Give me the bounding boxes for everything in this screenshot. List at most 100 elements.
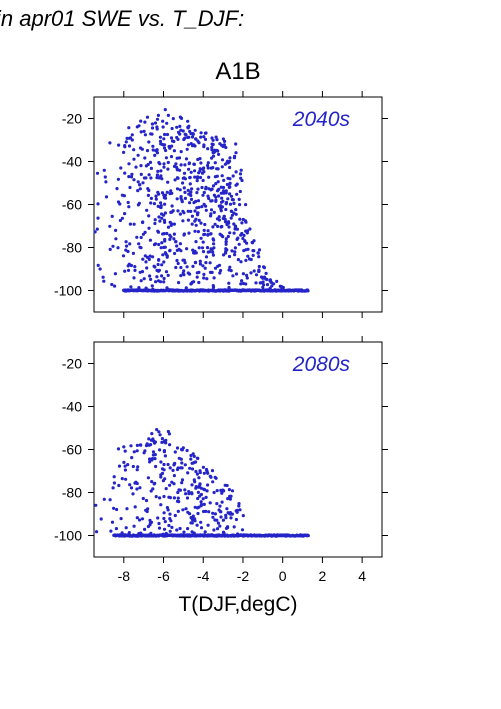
data-point [228, 202, 233, 206]
data-point [215, 502, 219, 506]
data-point [209, 199, 213, 203]
data-point [160, 437, 164, 441]
data-point [123, 468, 127, 472]
data-point [141, 496, 145, 501]
data-point [185, 496, 190, 500]
data-point [143, 156, 147, 160]
data-point [112, 481, 116, 485]
data-point [201, 178, 205, 183]
panel-label: 2040s [292, 108, 351, 131]
data-point [139, 130, 143, 134]
x-tick-label: 2 [319, 568, 327, 584]
x-axis-label: T(DJF,degC) [178, 593, 298, 616]
data-point [168, 496, 172, 500]
data-point [224, 251, 228, 255]
data-point [136, 180, 140, 184]
data-point [136, 465, 140, 469]
data-point [116, 177, 120, 181]
data-point [224, 240, 228, 244]
data-point [213, 518, 217, 522]
data-point [226, 220, 231, 224]
data-point [117, 143, 121, 147]
data-point [202, 135, 206, 139]
data-point [189, 132, 193, 136]
data-point [157, 192, 161, 196]
data-point [141, 181, 145, 185]
data-point [205, 277, 209, 281]
data-point [211, 225, 215, 229]
data-point [212, 528, 216, 532]
data-point [211, 480, 215, 484]
data-point [162, 143, 167, 147]
data-point [190, 135, 195, 139]
data-point [172, 496, 176, 500]
data-point [218, 504, 222, 508]
data-point [102, 497, 106, 501]
data-point [199, 236, 203, 240]
data-point [190, 214, 194, 218]
data-point [179, 274, 183, 278]
data-point [149, 166, 153, 170]
data-point [208, 261, 212, 265]
data-point [186, 209, 190, 213]
data-point [217, 204, 221, 208]
data-point [236, 258, 240, 262]
data-point [234, 170, 238, 174]
data-point [144, 498, 149, 503]
data-point [144, 164, 148, 168]
y-tick-label: -60 [62, 442, 82, 458]
data-point [165, 506, 169, 510]
data-point [218, 271, 222, 275]
data-point [186, 125, 190, 129]
data-point [209, 208, 214, 212]
data-point [202, 276, 206, 280]
data-point [175, 244, 179, 248]
data-point [220, 500, 224, 504]
data-point [169, 136, 174, 140]
data-point [162, 450, 166, 454]
data-point [117, 483, 121, 488]
data-point [240, 279, 244, 283]
data-point [193, 144, 197, 148]
data-point [162, 280, 166, 284]
data-point [215, 489, 219, 493]
data-point [126, 200, 130, 205]
data-point [132, 222, 136, 226]
data-point [226, 197, 230, 201]
data-point [133, 265, 137, 269]
data-point [124, 526, 128, 530]
x-tick-label: -2 [237, 568, 250, 584]
data-point [143, 230, 147, 234]
data-point [211, 515, 215, 519]
data-point [221, 137, 225, 141]
data-point [196, 211, 200, 215]
data-point [235, 182, 239, 186]
data-point [264, 277, 268, 281]
data-point [135, 516, 139, 520]
data-point [166, 160, 170, 165]
data-point [126, 463, 130, 467]
data-point [165, 132, 170, 137]
data-point [233, 246, 237, 250]
data-point [188, 466, 192, 470]
data-point [212, 150, 216, 154]
data-point [138, 443, 143, 447]
data-point [171, 117, 175, 121]
data-point [184, 492, 188, 496]
data-point [166, 273, 170, 277]
data-point [148, 460, 152, 464]
data-point [192, 478, 196, 482]
data-point [160, 263, 164, 267]
data-point [137, 242, 141, 246]
data-point [133, 505, 137, 509]
data-point [197, 476, 201, 480]
data-point [99, 517, 103, 521]
data-point [193, 260, 198, 264]
data-point [170, 139, 175, 143]
data-point [230, 489, 235, 493]
data-point [275, 279, 279, 283]
data-point [195, 472, 199, 476]
data-point [195, 275, 199, 279]
data-point [214, 135, 218, 139]
data-point [206, 194, 210, 198]
